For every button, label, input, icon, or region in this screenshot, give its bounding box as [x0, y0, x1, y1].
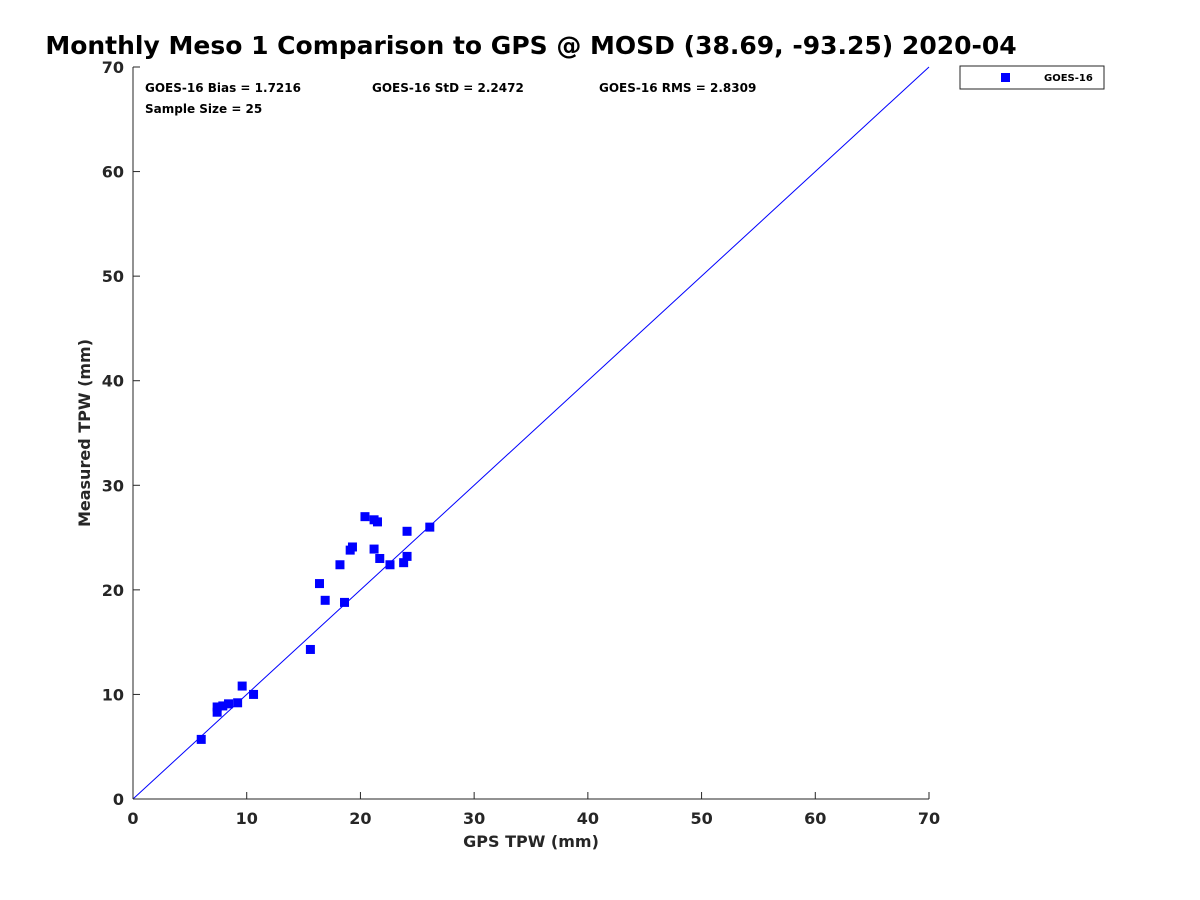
data-point-goes-16 — [305, 644, 315, 654]
data-point-goes-16 — [212, 702, 222, 712]
data-point-goes-16 — [402, 551, 412, 561]
data-point-goes-16 — [314, 579, 324, 589]
y-tick-label: 50 — [102, 267, 124, 286]
data-point-goes-16 — [335, 560, 345, 570]
data-point-goes-16 — [375, 553, 385, 563]
x-tick-label: 20 — [349, 809, 371, 828]
legend: GOES-16 — [959, 65, 1105, 90]
x-tick-label: 70 — [918, 809, 940, 828]
y-tick-label: 60 — [102, 163, 124, 182]
data-point-goes-16 — [212, 707, 222, 717]
reference-line-layer — [132, 66, 930, 800]
x-tick-label: 30 — [463, 809, 485, 828]
data-point-goes-16 — [233, 698, 243, 708]
stats-annotations: GOES-16 Bias = 1.7216 GOES-16 StD = 2.24… — [145, 81, 756, 116]
bias-annotation: GOES-16 Bias = 1.7216 — [145, 81, 301, 95]
data-point-goes-16 — [196, 734, 206, 744]
y-axis-label: Measured TPW (mm) — [75, 339, 94, 527]
data-point-goes-16 — [218, 701, 228, 711]
y-tick-label: 70 — [102, 58, 124, 77]
std-annotation: GOES-16 StD = 2.2472 — [372, 81, 524, 95]
chart-title: Monthly Meso 1 Comparison to GPS @ MOSD … — [45, 31, 1016, 60]
one-to-one-line — [132, 66, 930, 800]
x-ticks: 0 10 20 30 40 50 60 70 — [127, 792, 940, 828]
data-point-goes-16 — [249, 689, 259, 699]
data-point-goes-16 — [340, 597, 350, 607]
y-tick-label: 40 — [102, 372, 124, 391]
legend-box — [959, 65, 1105, 90]
data-point-goes-16 — [399, 558, 409, 568]
data-point-goes-16 — [369, 544, 379, 554]
data-point-goes-16 — [425, 522, 435, 532]
axes — [132, 67, 929, 800]
x-tick-label: 0 — [127, 809, 138, 828]
legend-label-goes-16: GOES-16 — [1044, 73, 1093, 84]
legend-marker-goes-16 — [1001, 73, 1010, 82]
y-ticks: 0 10 20 30 40 50 60 70 — [102, 58, 140, 809]
data-point-goes-16 — [320, 595, 330, 605]
data-point-goes-16 — [372, 517, 382, 527]
x-tick-label: 40 — [577, 809, 599, 828]
x-tick-label: 60 — [804, 809, 826, 828]
data-points — [196, 512, 435, 744]
y-tick-label: 30 — [102, 476, 124, 495]
x-tick-label: 50 — [690, 809, 712, 828]
y-tick-label: 20 — [102, 581, 124, 600]
data-point-goes-16 — [360, 512, 370, 522]
rms-annotation: GOES-16 RMS = 2.8309 — [599, 81, 756, 95]
data-point-goes-16 — [402, 526, 412, 536]
data-point-goes-16 — [347, 542, 357, 552]
y-tick-label: 0 — [113, 790, 124, 809]
data-point-goes-16 — [385, 560, 395, 570]
data-point-goes-16 — [237, 681, 247, 691]
plot-area: 0 10 20 30 40 50 60 70 0 10 20 30 40 50 60 70 — [102, 58, 940, 828]
x-tick-label: 10 — [236, 809, 258, 828]
y-tick-label: 10 — [102, 685, 124, 704]
x-axis-label: GPS TPW (mm) — [463, 832, 599, 851]
data-point-goes-16 — [224, 699, 234, 709]
sample-size-annotation: Sample Size = 25 — [145, 102, 262, 116]
